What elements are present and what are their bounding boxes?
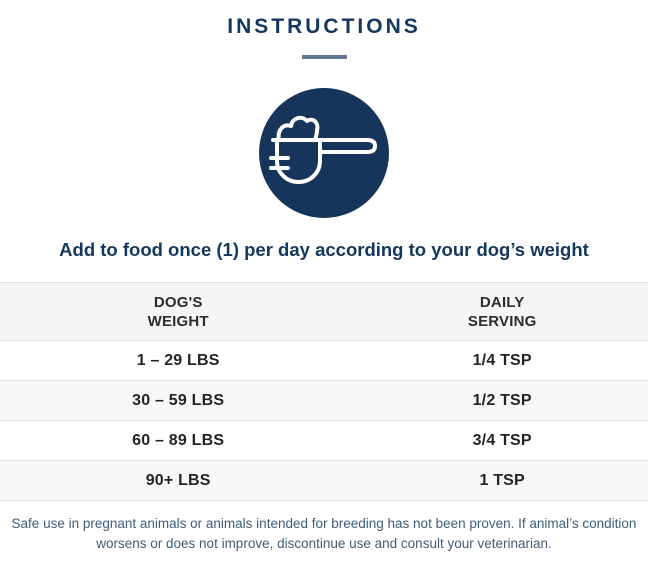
weight-cell: 60 – 89 LBS (132, 431, 225, 449)
page-title: INSTRUCTIONS (227, 15, 421, 38)
table-row: 60 – 89 LBS 3/4 TSP (0, 421, 648, 461)
dosing-instruction-text: Add to food once (1) per day according t… (59, 239, 589, 260)
weight-header-line1: DOG'S (153, 293, 203, 311)
serving-cell: 3/4 TSP (472, 431, 532, 449)
scoop-icon (259, 88, 389, 218)
scoop-icon-drawing (269, 115, 377, 184)
serving-header-line1: DAILY (479, 293, 525, 311)
weight-cell: 30 – 59 LBS (132, 391, 225, 409)
weight-cell: 1 – 29 LBS (136, 351, 220, 369)
table-row: 1 – 29 LBS 1/4 TSP (0, 341, 648, 381)
weight-cell: 90+ LBS (145, 471, 211, 489)
table-row: 90+ LBS 1 TSP (0, 461, 648, 500)
weight-column-header: DOG'S WEIGHT (0, 293, 356, 331)
serving-cell: 1/2 TSP (472, 391, 532, 409)
serving-cell: 1 TSP (479, 471, 525, 489)
serving-table: DOG'S WEIGHT DAILY SERVING 1 – 29 LBS 1/… (0, 282, 648, 501)
title-divider (301, 55, 347, 59)
serving-column-header: DAILY SERVING (356, 293, 648, 331)
safety-disclaimer-text: Safe use in pregnant animals or animals … (11, 516, 637, 551)
table-header-row: DOG'S WEIGHT DAILY SERVING (0, 283, 648, 341)
serving-header-line2: SERVING (467, 312, 537, 330)
weight-header-line2: WEIGHT (147, 312, 209, 330)
serving-cell: 1/4 TSP (472, 351, 532, 369)
table-row: 30 – 59 LBS 1/2 TSP (0, 381, 648, 421)
